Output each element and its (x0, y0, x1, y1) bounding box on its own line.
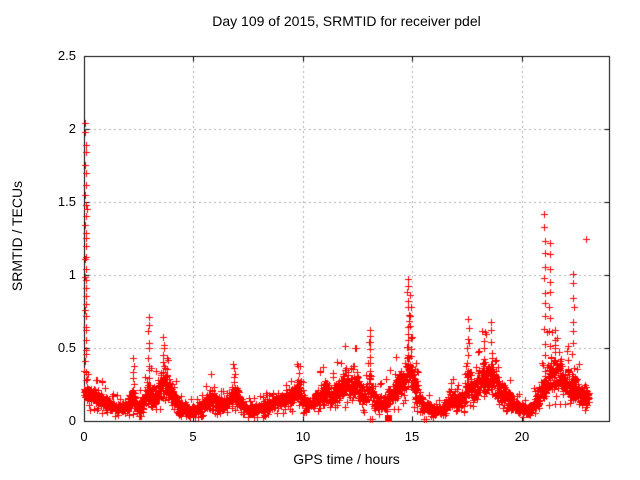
x-tick-label: 15 (404, 429, 420, 444)
x-tick-label: 10 (295, 429, 311, 444)
y-tick-label: 0 (68, 413, 76, 428)
x-axis-label: GPS time / hours (293, 451, 400, 467)
x-tick-label: 20 (514, 429, 530, 444)
chart-title: Day 109 of 2015, SRMTID for receiver pde… (212, 13, 481, 29)
x-tick-label: 5 (189, 429, 197, 444)
y-tick-label: 1.5 (57, 194, 76, 209)
x-tick-label: 0 (80, 429, 88, 444)
y-tick-label: 1 (68, 267, 76, 282)
y-tick-label: 2.5 (57, 48, 76, 63)
y-tick-label: 0.5 (57, 340, 76, 355)
y-tick-label: 2 (68, 121, 76, 136)
